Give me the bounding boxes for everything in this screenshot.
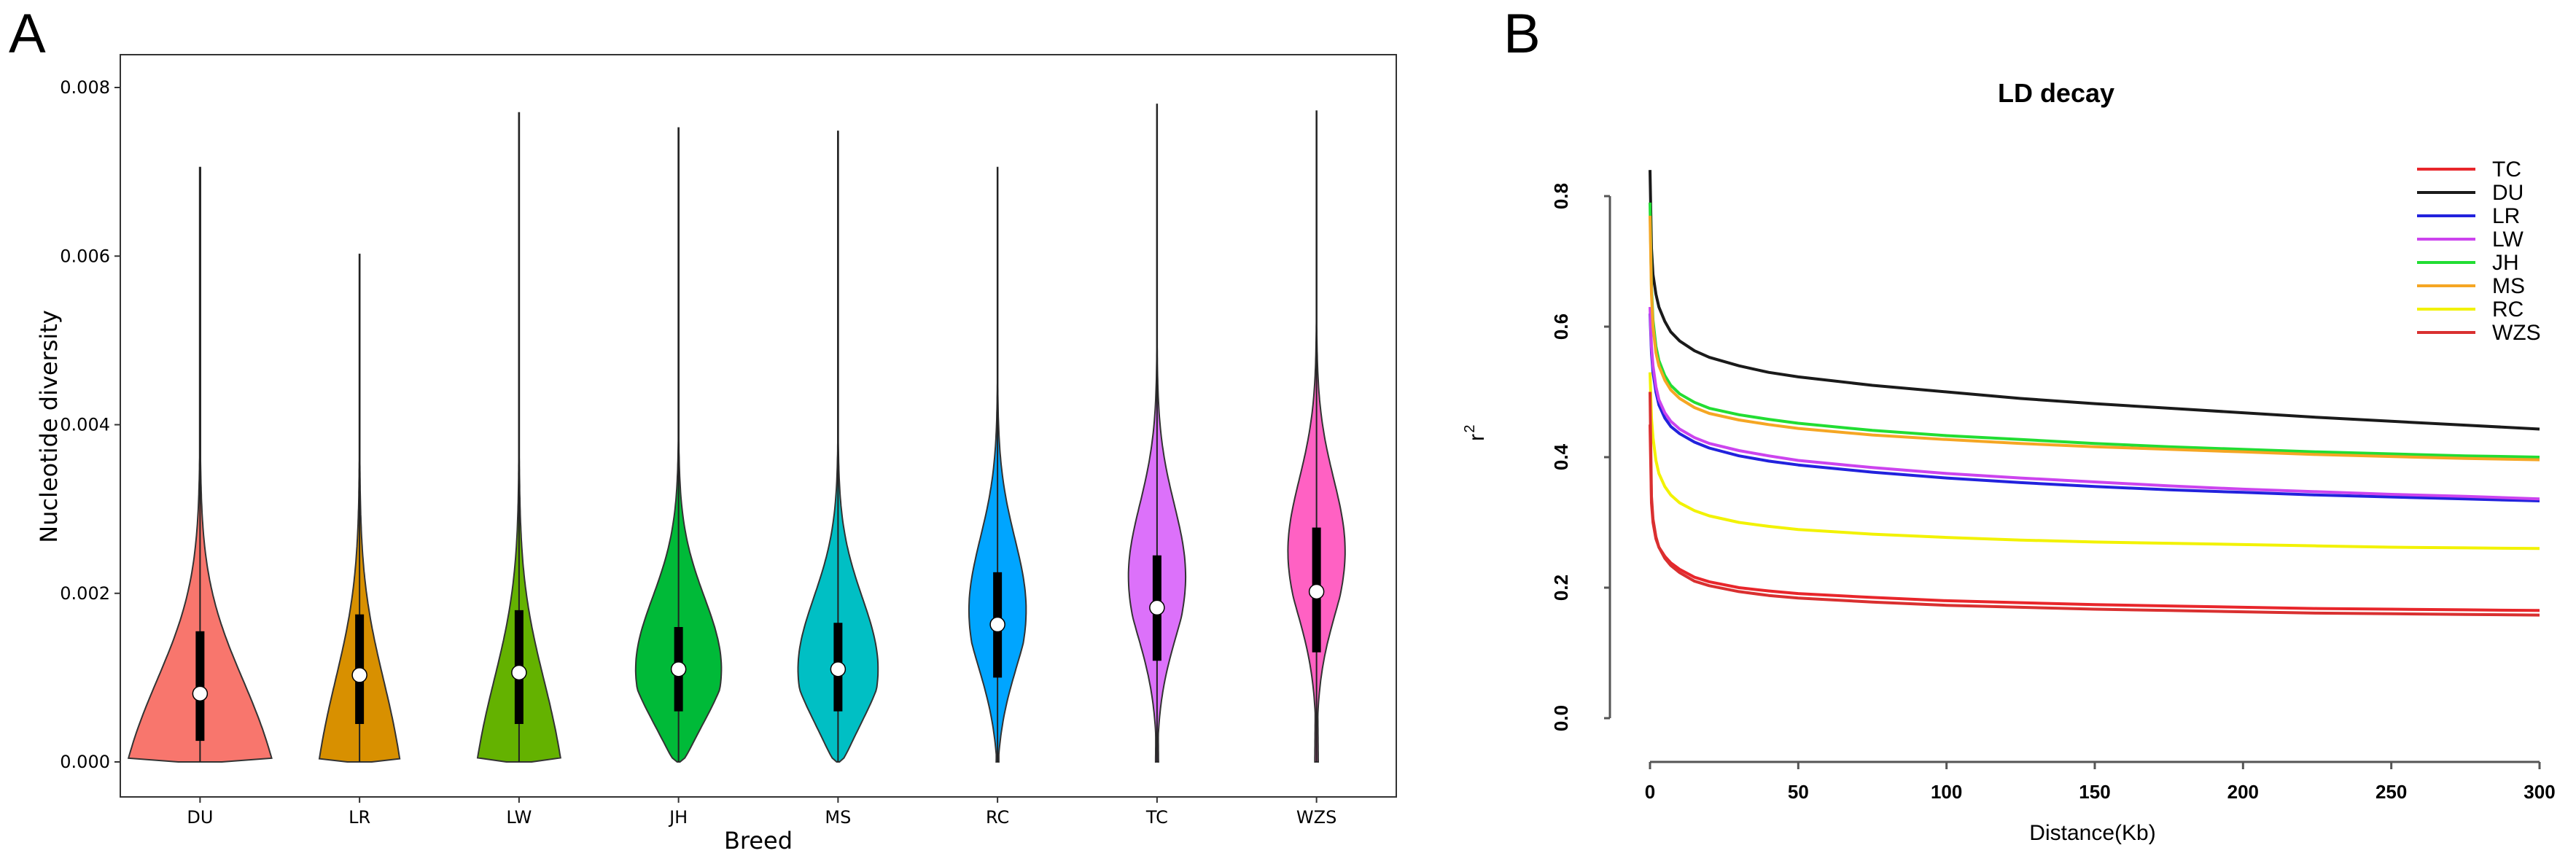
panel-b-x-label: Distance(Kb)	[2029, 821, 2155, 845]
panel-b-y-tick-label: 0.4	[1550, 443, 1572, 470]
legend-label-wzs: WZS	[2492, 321, 2541, 345]
panel-b-x-tick-label: 50	[1788, 781, 1809, 803]
panel-a-x-tick-label: TC	[1145, 807, 1168, 828]
panel-a-y-label: Nucleotide diversity	[35, 310, 63, 543]
panel-b-x-tick-label: 250	[2375, 781, 2407, 803]
ld-line-ms	[1649, 215, 2540, 462]
panel-a-x-tick-label: LW	[506, 807, 532, 828]
panel-b-x-tick-label: 150	[2079, 781, 2110, 803]
legend-label-ms: MS	[2492, 274, 2525, 298]
panel-a-x-tick-label: WZS	[1296, 807, 1336, 828]
panel-a-x-tick-label: LR	[349, 807, 370, 828]
panel-a-y-axis: 0.000 0.002 0.004 0.006 0.008	[60, 77, 120, 772]
panel-b-axes: 0.0 0.2 0.4 0.6 0.8 0 50 100 150 200 250 300	[1550, 183, 2556, 803]
panel-b-label: B	[1503, 3, 1541, 65]
ld-line-lw	[1649, 307, 2540, 501]
panel-a-x-tick-label: MS	[825, 807, 851, 828]
panel-b-y-label-superscript: 2	[1462, 424, 1478, 432]
panel-a-x-tick-label: RC	[986, 807, 1009, 828]
panel-a-x-tick-label: JH	[668, 807, 688, 828]
panel-a-x-tick-label: DU	[187, 807, 213, 828]
violin-median-TC	[1149, 599, 1165, 616]
panel-b-y-tick-label: 0.0	[1550, 705, 1572, 731]
ld-line-jh	[1649, 202, 2540, 459]
legend-label-du: DU	[2492, 181, 2524, 205]
ld-line-tc	[1649, 424, 2540, 612]
panel-b-y-label-text: r	[1465, 434, 1489, 441]
panel-a-violins	[127, 104, 1346, 763]
panel-a-y-tick-label: 0.000	[60, 752, 110, 772]
ld-line-rc	[1649, 372, 2540, 550]
panel-a-x-label: Breed	[724, 827, 793, 855]
panel-b-y-tick-label: 0.2	[1550, 575, 1572, 601]
panel-a-plot-frame	[120, 54, 1397, 798]
panel-b-lines	[1649, 170, 2540, 617]
violin-median-MS	[830, 661, 847, 677]
violin-median-DU	[192, 685, 209, 702]
legend-label-rc: RC	[2492, 297, 2524, 322]
panel-a-y-tick-label: 0.008	[60, 77, 110, 98]
violin-median-LR	[351, 667, 367, 683]
panel-b-x-tick-label: 100	[1931, 781, 1962, 803]
panel-b-y-label: r 2	[1462, 424, 1489, 441]
panel-b-x-tick-label: 200	[2227, 781, 2259, 803]
ld-line-wzs	[1649, 392, 2540, 617]
panel-a-label: A	[9, 3, 46, 65]
panel-b-y-tick-label: 0.6	[1550, 314, 1572, 340]
panel-b-y-tick-label: 0.8	[1550, 183, 1572, 209]
panel-a-y-tick-label: 0.006	[60, 246, 110, 266]
panel-a-x-axis: DU LR LW JH MS RC TC WZS	[187, 797, 1336, 828]
ld-line-du	[1649, 170, 2540, 431]
legend-label-lw: LW	[2492, 227, 2524, 252]
panel-b-x-tick-label: 300	[2524, 781, 2555, 803]
panel-a-y-tick-label: 0.004	[60, 415, 110, 435]
panel-a-y-tick-label: 0.002	[60, 583, 110, 604]
legend-label-tc: TC	[2492, 157, 2521, 182]
legend-label-lr: LR	[2492, 204, 2520, 228]
violin-median-RC	[989, 616, 1005, 633]
panel-b-x-tick-label: 0	[1645, 781, 1655, 803]
legend-label-jh: JH	[2492, 251, 2519, 275]
violin-median-WZS	[1308, 583, 1325, 600]
ld-line-lr	[1649, 314, 2540, 502]
violin-median-LW	[511, 664, 527, 681]
panel-b-title: LD decay	[1998, 78, 2114, 108]
violin-median-JH	[670, 661, 687, 677]
